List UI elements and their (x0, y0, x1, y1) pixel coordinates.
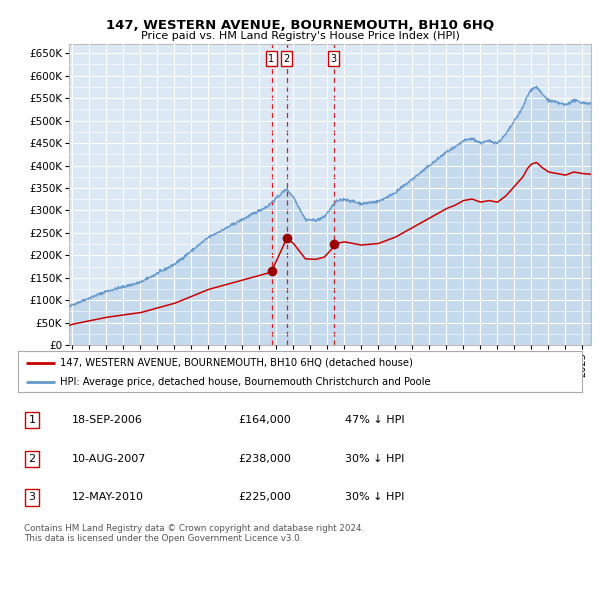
Text: 1: 1 (29, 415, 35, 425)
Text: HPI: Average price, detached house, Bournemouth Christchurch and Poole: HPI: Average price, detached house, Bour… (60, 378, 431, 388)
Text: £225,000: £225,000 (238, 493, 291, 503)
Text: 30% ↓ HPI: 30% ↓ HPI (345, 454, 404, 464)
Text: 2: 2 (29, 454, 35, 464)
Text: 147, WESTERN AVENUE, BOURNEMOUTH, BH10 6HQ: 147, WESTERN AVENUE, BOURNEMOUTH, BH10 6… (106, 19, 494, 32)
Text: £238,000: £238,000 (238, 454, 291, 464)
Text: 30% ↓ HPI: 30% ↓ HPI (345, 493, 404, 503)
Text: Contains HM Land Registry data © Crown copyright and database right 2024.
This d: Contains HM Land Registry data © Crown c… (24, 524, 364, 543)
Text: 1: 1 (268, 54, 275, 64)
Text: 10-AUG-2007: 10-AUG-2007 (71, 454, 146, 464)
Text: 18-SEP-2006: 18-SEP-2006 (71, 415, 142, 425)
Text: 12-MAY-2010: 12-MAY-2010 (71, 493, 143, 503)
Text: 47% ↓ HPI: 47% ↓ HPI (345, 415, 405, 425)
Text: 3: 3 (331, 54, 337, 64)
Text: 147, WESTERN AVENUE, BOURNEMOUTH, BH10 6HQ (detached house): 147, WESTERN AVENUE, BOURNEMOUTH, BH10 6… (60, 358, 413, 368)
Text: £164,000: £164,000 (238, 415, 291, 425)
Text: 3: 3 (29, 493, 35, 503)
Text: Price paid vs. HM Land Registry's House Price Index (HPI): Price paid vs. HM Land Registry's House … (140, 31, 460, 41)
Text: 2: 2 (284, 54, 290, 64)
